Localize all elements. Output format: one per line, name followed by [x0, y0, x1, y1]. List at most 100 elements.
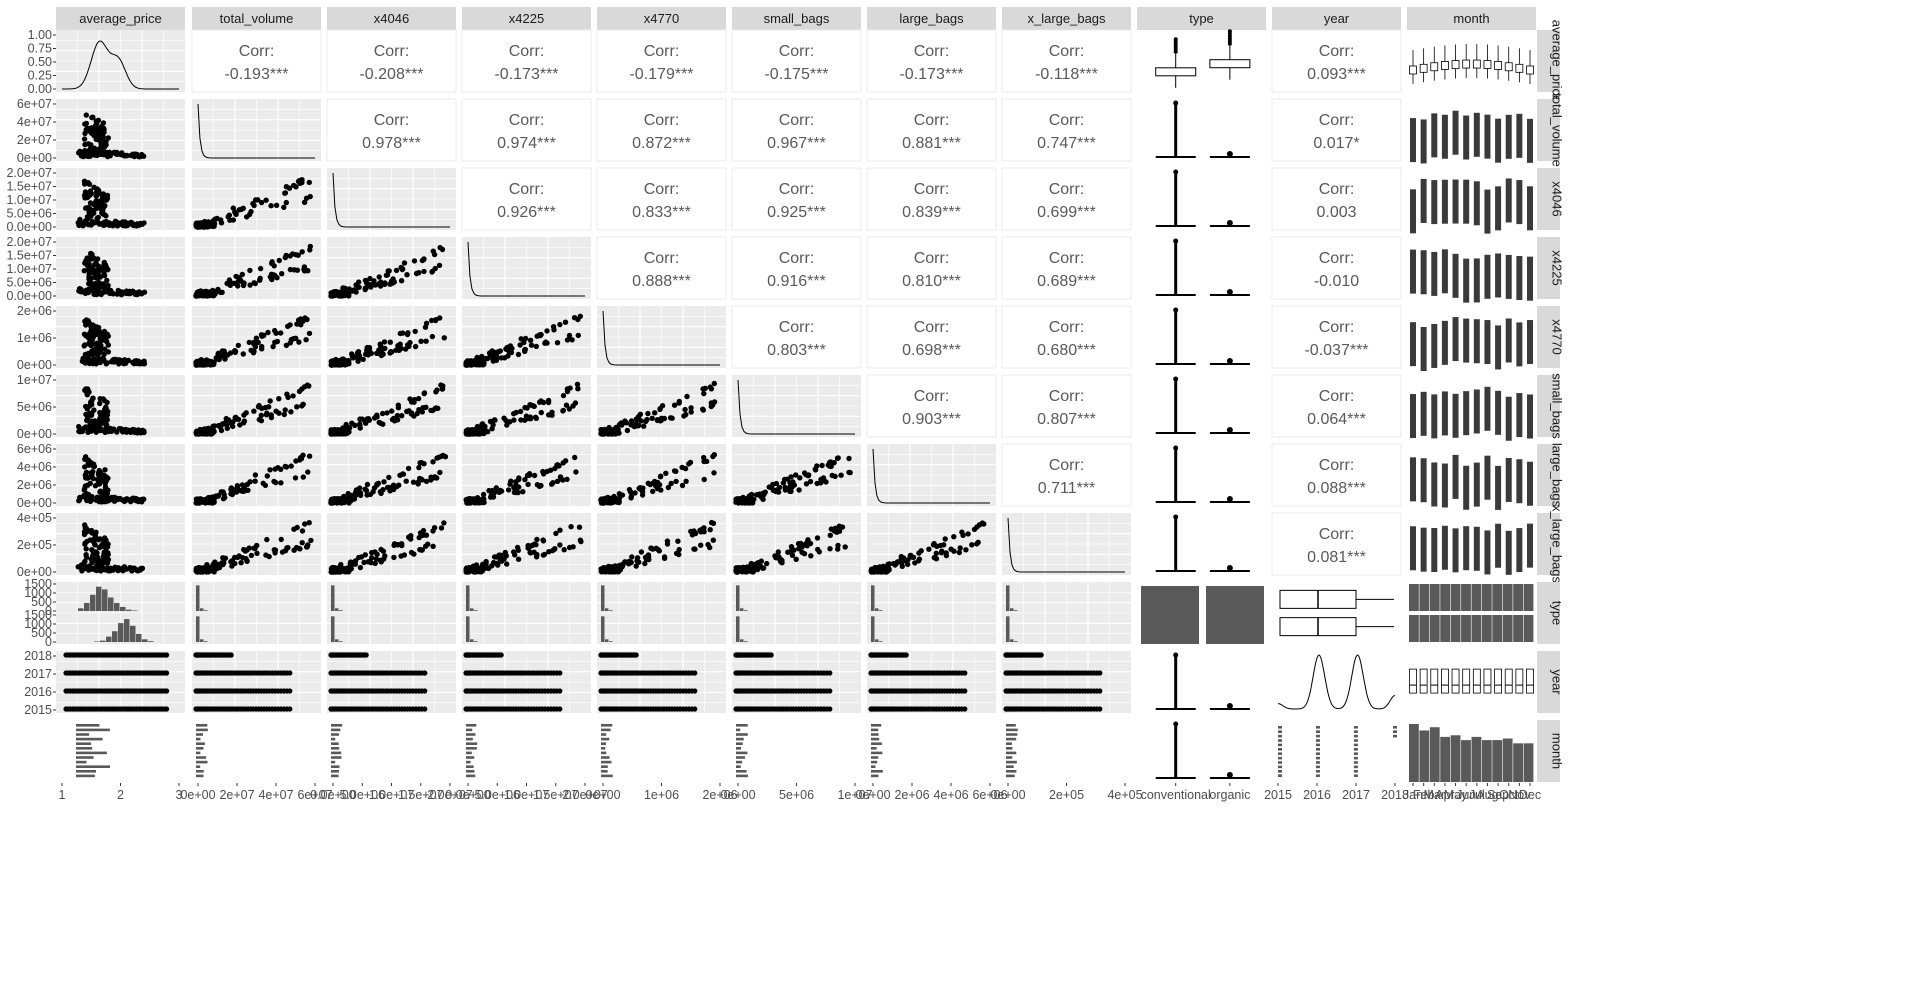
scatter-point	[575, 316, 581, 323]
scatter-point	[389, 349, 395, 355]
scatter-point	[748, 564, 754, 571]
scatter-point	[251, 408, 257, 414]
outlier-column	[1473, 112, 1480, 157]
panel-background	[461, 29, 592, 93]
scatter-point	[333, 431, 339, 437]
scatter-point	[233, 273, 239, 280]
scatter-point	[820, 475, 827, 481]
histogram-bar	[605, 608, 609, 611]
scatter-point	[83, 411, 89, 418]
outlier-column	[1495, 523, 1502, 568]
outlier-point	[1173, 376, 1179, 382]
scatter-point	[90, 351, 96, 357]
scatter-point	[117, 288, 123, 295]
scatter-point	[357, 564, 364, 571]
scatter-point	[103, 361, 110, 367]
scatter-point	[918, 548, 924, 554]
scatter-point	[97, 427, 103, 434]
scatter-point	[907, 553, 913, 559]
scatter-point	[221, 348, 227, 354]
scatter-point	[86, 255, 93, 261]
type-boxplot-panel	[1137, 168, 1266, 230]
scatter-point	[629, 554, 635, 560]
scatter-point	[806, 472, 812, 478]
scatter-point	[701, 458, 707, 465]
scatter-point	[220, 489, 226, 495]
scatter-point	[218, 220, 225, 226]
month-type-bar	[1502, 584, 1513, 611]
scatter-point	[356, 352, 363, 359]
scatter-point	[135, 428, 142, 434]
scatter-point	[676, 398, 682, 405]
scatter-point	[291, 267, 297, 273]
outlier-column	[1410, 118, 1416, 163]
outlier-column	[1431, 180, 1438, 225]
scatter-point	[515, 351, 522, 358]
histogram-bar	[126, 609, 132, 611]
scatter-point	[362, 285, 369, 291]
histogram-bar	[744, 610, 748, 611]
scatter-point	[432, 317, 439, 324]
histogram-bar	[736, 616, 740, 642]
scatter-point	[415, 479, 421, 485]
column-strip-label: total_volume	[220, 11, 294, 26]
scatter-point	[533, 554, 540, 560]
histogram-bar	[601, 616, 605, 642]
outlier-column	[1505, 254, 1512, 299]
scatter-point	[654, 417, 661, 423]
histogram-panel	[732, 582, 861, 644]
scatter-point	[257, 265, 264, 272]
scatter-point	[283, 464, 290, 470]
scatter-point	[531, 472, 538, 479]
corr-label: Corr:	[1049, 112, 1085, 129]
scatter-point	[334, 496, 340, 502]
scatter-point	[372, 282, 379, 288]
scatter-point	[116, 361, 122, 367]
scatter-point	[305, 542, 311, 548]
scatter-point	[104, 195, 111, 201]
scatter-point	[796, 546, 802, 552]
outlier-column	[1527, 320, 1533, 365]
scatter-point	[812, 467, 819, 473]
scatter-point	[832, 525, 839, 531]
scatter-point	[883, 565, 889, 571]
corr-label: Corr:	[374, 43, 410, 60]
scatter-point	[91, 184, 97, 190]
scatter-point	[282, 254, 288, 261]
scatter-point	[784, 476, 791, 482]
corr-label: Corr:	[1319, 43, 1355, 60]
scatter-point	[97, 489, 103, 495]
scatter-point	[124, 153, 130, 159]
panel-background	[1001, 98, 1132, 162]
scatter-point	[606, 424, 612, 431]
scatter-point	[272, 550, 278, 556]
scatter-point	[652, 410, 658, 416]
scatter-point	[292, 475, 299, 481]
scatter-point	[787, 488, 793, 494]
scatter-point	[360, 356, 366, 362]
histogram-bar	[879, 610, 883, 611]
scatter-point	[638, 418, 644, 424]
scatter-point	[286, 185, 293, 191]
scatter-point	[560, 460, 566, 466]
month-type-bar	[1492, 584, 1503, 611]
panel-background	[1137, 237, 1266, 299]
scatter-point	[423, 404, 429, 410]
histogram-bar	[609, 610, 613, 611]
scatter-point	[299, 249, 305, 255]
outlier-column	[1420, 391, 1427, 436]
scatter-point	[441, 335, 447, 341]
correlation-panel: Corr: 0.081***	[1271, 512, 1402, 576]
scatter-point	[382, 280, 388, 286]
scatter-point	[250, 350, 257, 356]
scatter-point	[89, 530, 96, 536]
boxplot-box	[1472, 59, 1481, 69]
scatter-point	[405, 330, 411, 336]
histogram-bar	[740, 639, 744, 642]
scatter-point	[371, 278, 377, 284]
scatter-point	[769, 485, 775, 491]
scatter-point	[140, 428, 147, 434]
scatter-panel	[192, 237, 321, 299]
scatter-point	[357, 485, 363, 491]
scatter-point	[827, 532, 833, 538]
